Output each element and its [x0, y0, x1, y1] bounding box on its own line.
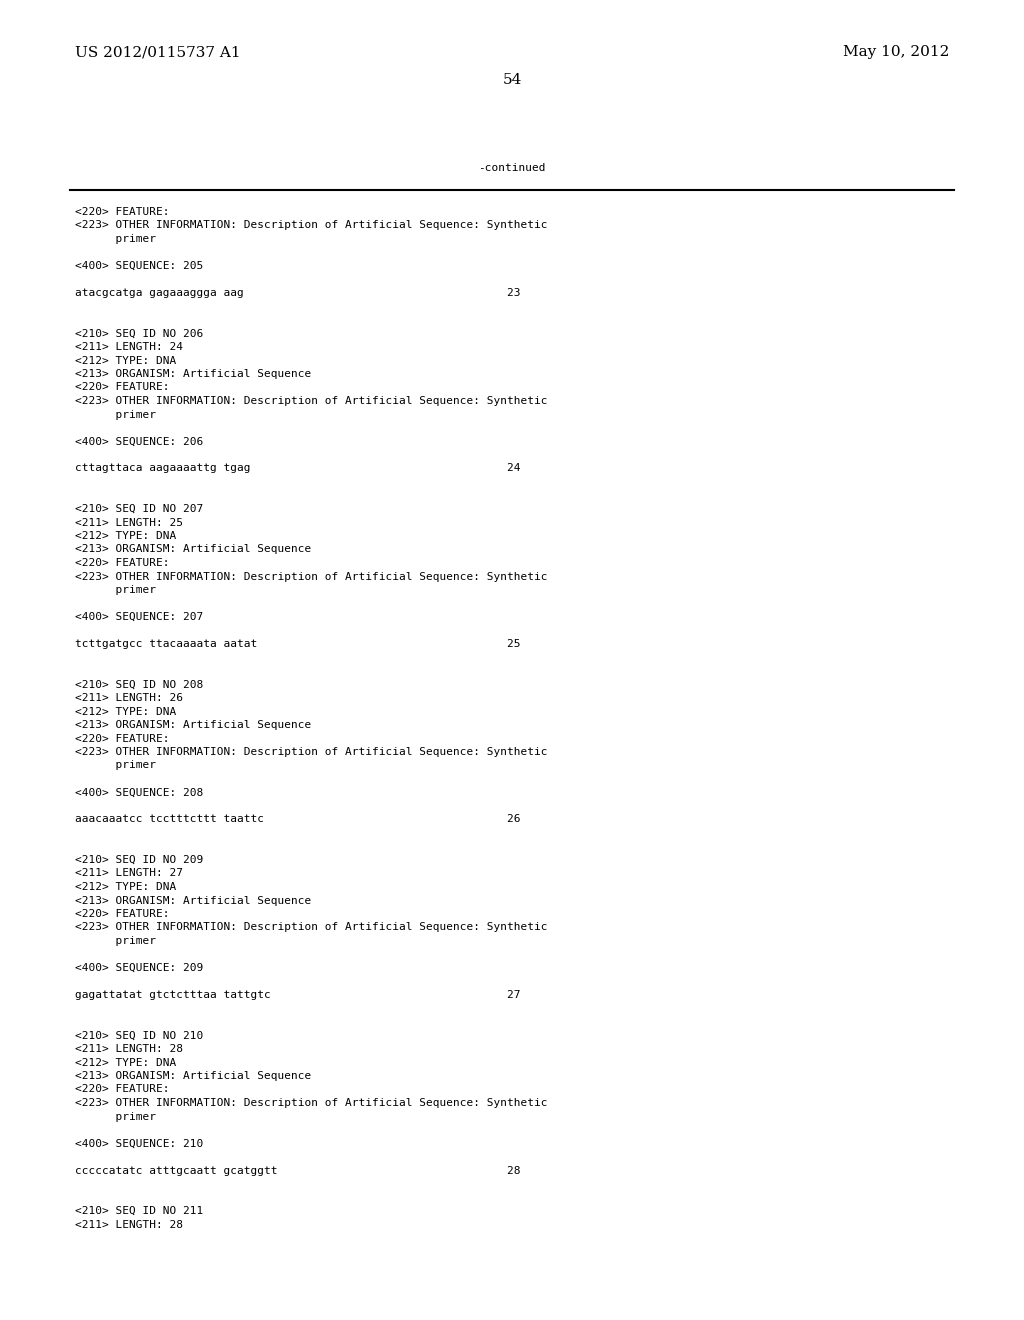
Text: cttagttaca aagaaaattg tgag                                      24: cttagttaca aagaaaattg tgag 24	[75, 463, 520, 474]
Text: <220> FEATURE:: <220> FEATURE:	[75, 734, 170, 743]
Text: tcttgatgcc ttacaaaata aatat                                     25: tcttgatgcc ttacaaaata aatat 25	[75, 639, 520, 649]
Text: <212> TYPE: DNA: <212> TYPE: DNA	[75, 1057, 176, 1068]
Text: 54: 54	[503, 73, 521, 87]
Text: <212> TYPE: DNA: <212> TYPE: DNA	[75, 355, 176, 366]
Text: <220> FEATURE:: <220> FEATURE:	[75, 1085, 170, 1094]
Text: <223> OTHER INFORMATION: Description of Artificial Sequence: Synthetic: <223> OTHER INFORMATION: Description of …	[75, 923, 548, 932]
Text: <400> SEQUENCE: 206: <400> SEQUENCE: 206	[75, 437, 203, 446]
Text: <400> SEQUENCE: 208: <400> SEQUENCE: 208	[75, 788, 203, 797]
Text: <210> SEQ ID NO 209: <210> SEQ ID NO 209	[75, 855, 203, 865]
Text: <212> TYPE: DNA: <212> TYPE: DNA	[75, 531, 176, 541]
Text: primer: primer	[75, 585, 156, 595]
Text: gagattatat gtctctttaa tattgtc                                   27: gagattatat gtctctttaa tattgtc 27	[75, 990, 520, 1001]
Text: primer: primer	[75, 760, 156, 771]
Text: <213> ORGANISM: Artificial Sequence: <213> ORGANISM: Artificial Sequence	[75, 1071, 311, 1081]
Text: aaacaaatcc tcctttcttt taattc                                    26: aaacaaatcc tcctttcttt taattc 26	[75, 814, 520, 825]
Text: <223> OTHER INFORMATION: Description of Artificial Sequence: Synthetic: <223> OTHER INFORMATION: Description of …	[75, 1098, 548, 1107]
Text: <212> TYPE: DNA: <212> TYPE: DNA	[75, 882, 176, 892]
Text: primer: primer	[75, 1111, 156, 1122]
Text: May 10, 2012: May 10, 2012	[843, 45, 949, 59]
Text: <213> ORGANISM: Artificial Sequence: <213> ORGANISM: Artificial Sequence	[75, 370, 311, 379]
Text: primer: primer	[75, 234, 156, 244]
Text: atacgcatga gagaaaggga aag                                       23: atacgcatga gagaaaggga aag 23	[75, 288, 520, 298]
Text: <223> OTHER INFORMATION: Description of Artificial Sequence: Synthetic: <223> OTHER INFORMATION: Description of …	[75, 220, 548, 231]
Text: <223> OTHER INFORMATION: Description of Artificial Sequence: Synthetic: <223> OTHER INFORMATION: Description of …	[75, 572, 548, 582]
Text: <211> LENGTH: 26: <211> LENGTH: 26	[75, 693, 183, 704]
Text: <210> SEQ ID NO 208: <210> SEQ ID NO 208	[75, 680, 203, 689]
Text: <213> ORGANISM: Artificial Sequence: <213> ORGANISM: Artificial Sequence	[75, 895, 311, 906]
Text: <211> LENGTH: 28: <211> LENGTH: 28	[75, 1044, 183, 1053]
Text: <210> SEQ ID NO 210: <210> SEQ ID NO 210	[75, 1031, 203, 1040]
Text: <212> TYPE: DNA: <212> TYPE: DNA	[75, 706, 176, 717]
Text: primer: primer	[75, 936, 156, 946]
Text: <400> SEQUENCE: 205: <400> SEQUENCE: 205	[75, 261, 203, 271]
Text: <210> SEQ ID NO 206: <210> SEQ ID NO 206	[75, 329, 203, 338]
Text: <213> ORGANISM: Artificial Sequence: <213> ORGANISM: Artificial Sequence	[75, 544, 311, 554]
Text: cccccatatc atttgcaatt gcatggtt                                  28: cccccatatc atttgcaatt gcatggtt 28	[75, 1166, 520, 1176]
Text: <400> SEQUENCE: 209: <400> SEQUENCE: 209	[75, 964, 203, 973]
Text: <220> FEATURE:: <220> FEATURE:	[75, 558, 170, 568]
Text: <211> LENGTH: 28: <211> LENGTH: 28	[75, 1220, 183, 1229]
Text: <223> OTHER INFORMATION: Description of Artificial Sequence: Synthetic: <223> OTHER INFORMATION: Description of …	[75, 747, 548, 756]
Text: <211> LENGTH: 25: <211> LENGTH: 25	[75, 517, 183, 528]
Text: <223> OTHER INFORMATION: Description of Artificial Sequence: Synthetic: <223> OTHER INFORMATION: Description of …	[75, 396, 548, 407]
Text: <211> LENGTH: 27: <211> LENGTH: 27	[75, 869, 183, 879]
Text: <400> SEQUENCE: 207: <400> SEQUENCE: 207	[75, 612, 203, 622]
Text: <211> LENGTH: 24: <211> LENGTH: 24	[75, 342, 183, 352]
Text: <210> SEQ ID NO 211: <210> SEQ ID NO 211	[75, 1206, 203, 1216]
Text: primer: primer	[75, 409, 156, 420]
Text: US 2012/0115737 A1: US 2012/0115737 A1	[75, 45, 241, 59]
Text: <210> SEQ ID NO 207: <210> SEQ ID NO 207	[75, 504, 203, 513]
Text: <220> FEATURE:: <220> FEATURE:	[75, 383, 170, 392]
Text: <400> SEQUENCE: 210: <400> SEQUENCE: 210	[75, 1138, 203, 1148]
Text: -continued: -continued	[478, 162, 546, 173]
Text: <220> FEATURE:: <220> FEATURE:	[75, 909, 170, 919]
Text: <213> ORGANISM: Artificial Sequence: <213> ORGANISM: Artificial Sequence	[75, 719, 311, 730]
Text: <220> FEATURE:: <220> FEATURE:	[75, 207, 170, 216]
